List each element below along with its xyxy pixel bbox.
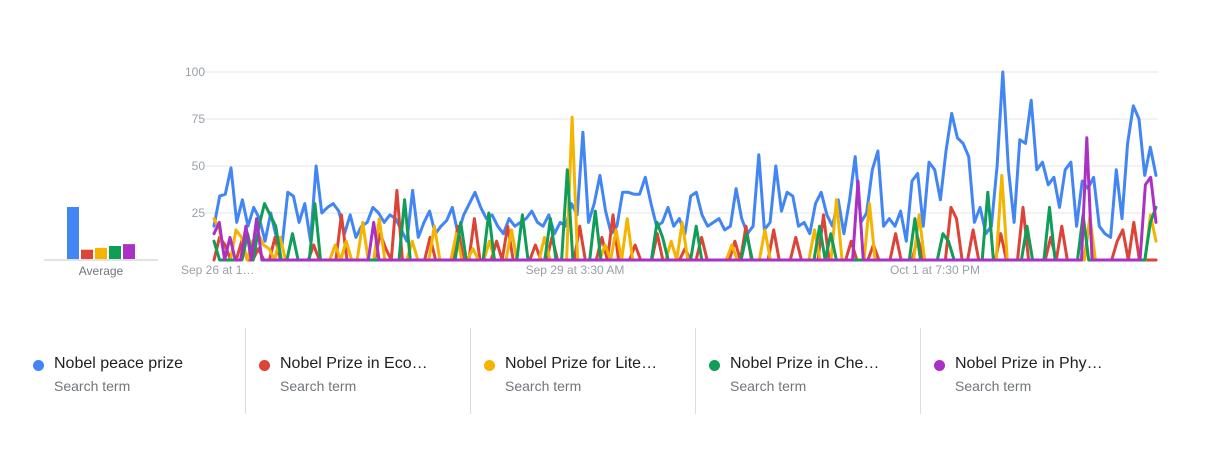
legend-series-type: Search term — [505, 378, 582, 394]
y-tick-label: 100 — [185, 65, 205, 79]
series-color-dot — [709, 360, 720, 371]
average-bar-1 — [81, 249, 93, 259]
average-bar-4 — [123, 244, 135, 259]
legend-series-name: Nobel peace prize — [54, 355, 183, 372]
series-color-dot — [484, 360, 495, 371]
average-bars-chart: Average — [44, 207, 158, 278]
y-tick-label: 50 — [192, 159, 206, 173]
legend-series-name: Nobel Prize in Phy… — [955, 355, 1103, 372]
average-bar-3 — [109, 246, 121, 259]
legend-item-nobel-prize-economics[interactable]: Nobel Prize in Eco… Search term — [245, 328, 470, 414]
y-tick-label: 75 — [192, 112, 206, 126]
legend-series-type: Search term — [730, 378, 807, 394]
legend-series-type: Search term — [54, 378, 131, 394]
legend-item-nobel-peace-prize[interactable]: Nobel peace prize Search term — [20, 328, 245, 414]
interest-over-time-chart: Average 25 50 75 100 Sep 26 at 1… Sep 29 at 3… — [44, 65, 1158, 278]
legend-item-nobel-prize-literature[interactable]: Nobel Prize for Lite… Search term — [470, 328, 695, 414]
x-tick-label: Sep 26 at 1… — [181, 263, 254, 277]
average-bar-2 — [95, 247, 107, 259]
series-lines — [212, 70, 1158, 262]
legend: Nobel peace prize Search term Nobel Priz… — [20, 328, 1150, 414]
average-label: Average — [79, 264, 124, 278]
legend-item-nobel-prize-physics[interactable]: Nobel Prize in Phy… Search term — [920, 328, 1145, 414]
series-color-dot — [259, 360, 270, 371]
y-tick-label: 25 — [192, 206, 206, 220]
series-line-4 — [212, 136, 1158, 262]
axis-labels: 25 50 75 100 Sep 26 at 1… Sep 29 at 3:30 AM Oc… — [181, 65, 980, 277]
legend-series-name: Nobel Prize in Eco… — [280, 355, 428, 372]
legend-item-nobel-prize-chemistry[interactable]: Nobel Prize in Che… Search term — [695, 328, 920, 414]
x-tick-label: Sep 29 at 3:30 AM — [526, 263, 625, 277]
legend-series-name: Nobel Prize in Che… — [730, 355, 880, 372]
legend-series-type: Search term — [280, 378, 357, 394]
legend-series-name: Nobel Prize for Lite… — [505, 355, 658, 372]
series-color-dot — [934, 360, 945, 371]
average-bar-0 — [67, 207, 79, 259]
series-line-0 — [212, 70, 1158, 247]
legend-series-type: Search term — [955, 378, 1032, 394]
x-tick-label: Oct 1 at 7:30 PM — [890, 263, 980, 277]
series-color-dot — [33, 360, 44, 371]
